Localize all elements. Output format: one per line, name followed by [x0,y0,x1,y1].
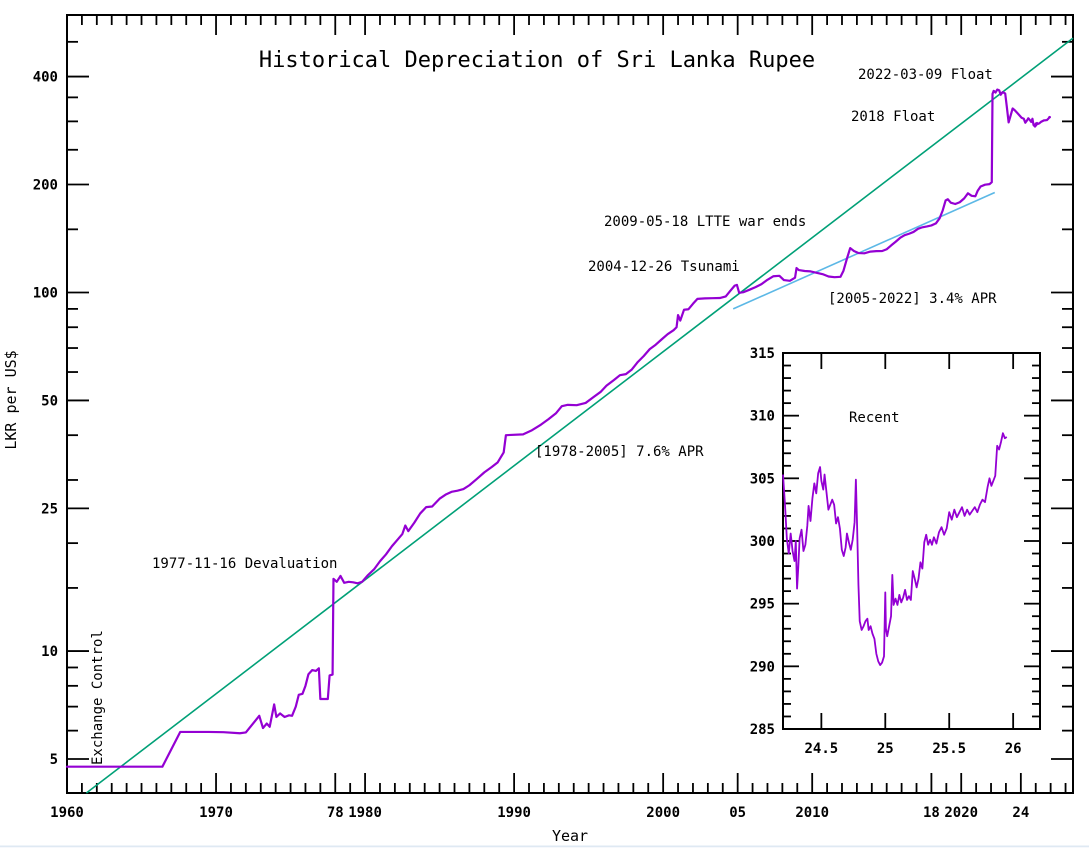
inset-background [783,353,1040,729]
inset-y-tick-label: 285 [750,722,775,738]
y-tick-label: 200 [33,178,58,194]
inset-border [782,352,1041,730]
y-tick-label: 5 [50,752,58,768]
y-tick-label: 10 [41,644,58,660]
annotation-exchange-control: Exchange Control [90,630,106,765]
x-axis-title: Year [552,827,588,845]
chart-title: Historical Depreciation of Sri Lanka Rup… [259,48,815,73]
annotation-devaluation: 1977-11-16 Devaluation [152,556,337,572]
inset-y-tick-label: 290 [750,659,775,675]
annotation-apr-2005-2022: [2005-2022] 3.4% APR [828,291,997,307]
x-tick-label: 1980 [348,805,382,821]
x-tick-label: 78 [327,805,344,821]
inset-x-tick-label: 24.5 [805,741,839,757]
annotation-tsunami: 2004-12-26 Tsunami [588,259,740,275]
y-tick-label: 25 [41,501,58,517]
inset-x-tick-label: 25.5 [932,741,966,757]
x-tick-label: 18 [923,805,940,821]
x-tick-label: 2020 [944,805,978,821]
exchange-rate-series [65,88,1051,768]
x-tick-label: 05 [729,805,746,821]
annotation-2018-float: 2018 Float [851,109,935,125]
annotation-2022-float: 2022-03-09 Float [858,67,993,83]
inset-title-recent: Recent [849,410,900,426]
x-tick-label: 2010 [795,805,829,821]
inset-y-tick-label: 315 [750,346,775,362]
inset-y-tick-label: 300 [750,534,775,550]
annotation-apr-1978-2005: [1978-2005] 7.6% APR [535,444,704,460]
inset-y-tick-label: 305 [750,471,775,487]
main-plot: 1960 1970 78 1980 1990 2000 05 2010 18 2020 24 5 10 2… [33,14,1074,821]
plot-border [66,14,1074,794]
x-tick-label: 24 [1012,805,1029,821]
inset-y-tick-label: 310 [750,409,775,425]
inset-x-tick-label: 25 [877,741,894,757]
bottom-hairline [0,845,1089,848]
y-axis-title: LKR per US$ [2,350,20,449]
inset-series [782,432,1008,666]
annotation-ltte-war-ends: 2009-05-18 LTTE war ends [604,214,806,230]
x-tick-label: 2000 [646,805,680,821]
inset-x-tick-label: 26 [1005,741,1022,757]
x-tick-label: 1970 [199,805,233,821]
inset-y-tick-label: 295 [750,597,775,613]
trend-line-76apr [85,37,1074,794]
y-tick-label: 50 [41,393,58,409]
y-tick-label: 100 [33,285,58,301]
y-tick-label: 400 [33,70,58,86]
x-tick-label: 1960 [50,805,84,821]
recent-inset-plot: 24.5 25 25.5 26 285 290 295 300 305 310 315 [750,346,1041,757]
x-tick-label: 1990 [497,805,531,821]
trend-line-34apr [732,191,996,310]
